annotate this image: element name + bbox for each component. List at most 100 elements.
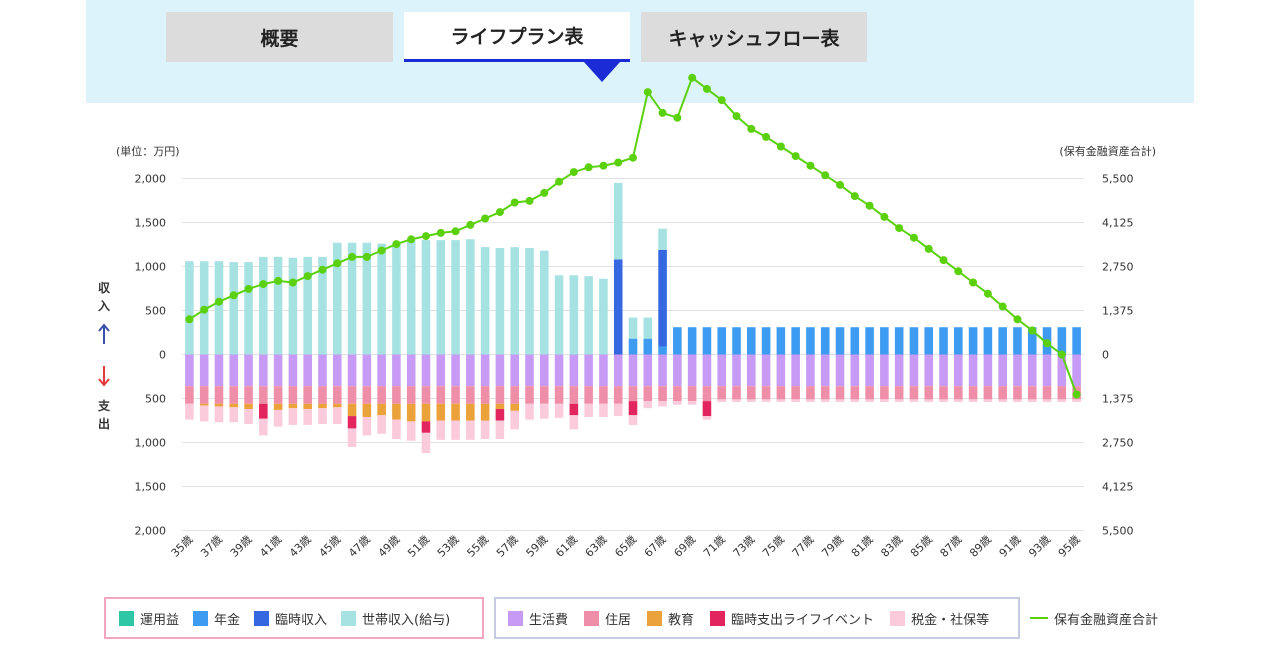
bar-nenkin [687,327,697,355]
asset-point [702,84,711,93]
bar-seikatsu [613,354,623,387]
bar-nenkin [717,327,727,355]
legend-swatch [584,610,600,626]
bar-jukyo [791,386,800,400]
x-tick-label: 39歳 [228,533,255,560]
tab-overview[interactable]: 概要 [166,12,393,62]
bar-jukyo [613,386,623,404]
asset-point [836,180,845,189]
bar-zei [569,415,579,430]
bar-zei [288,408,298,425]
x-tick-label: 89歳 [967,533,994,560]
asset-point [969,278,978,287]
bar-zei [1027,399,1037,403]
asset-point [747,124,756,133]
bar-zei [761,399,771,403]
bar-setai [259,256,268,355]
bar-zei [894,399,904,403]
bar-seikatsu [732,354,741,387]
asset-point [1072,390,1081,399]
bar-zei [451,420,460,440]
bar-jukyo [229,386,239,404]
bar-jukyo [303,386,312,404]
bar-jukyo [820,386,830,400]
bar-zei [421,432,431,454]
y2-axis: 5,500 4,125 2,750 1,375 0 1,375 2,750 4,125 5,50… [1102,173,1134,538]
bar-jukyo [259,386,268,404]
bar-nenkin [628,338,638,355]
bar-seikatsu [998,354,1007,387]
bar-jukyo [968,386,978,400]
bar-jukyo [392,386,401,404]
y2-tick-label: 4,125 [1102,481,1134,494]
y-tick-label: 0 [159,349,166,362]
bar-zei [628,415,638,425]
bar-nenkin [924,327,934,355]
legend-item-rinji_expense: 臨時支出ライフイベント [710,609,874,628]
bar-jukyo [451,386,460,404]
bar-nenkin [880,327,889,355]
bar-seikatsu [303,354,312,387]
bar-setai [392,243,401,355]
asset-point [540,188,549,197]
bar-jukyo [673,386,682,402]
asset-point [495,208,504,217]
legend-swatch [508,610,523,626]
legend-swatch [193,610,209,626]
asset-point [673,113,682,122]
bar-kyouiku [480,403,490,421]
bar-nenkin [658,346,667,355]
bar-rinji_income [658,249,667,347]
y-tick-label: 2,000 [135,173,167,186]
asset-point [880,212,889,221]
bar-nenkin [850,327,860,355]
bar-setai [525,248,534,355]
bar-jukyo [214,386,224,404]
bar-jukyo [347,386,357,404]
bar-jukyo [776,386,786,400]
bar-kyouiku [406,403,416,422]
bar-jukyo [924,386,934,400]
x-tick-label: 73歳 [731,533,758,560]
tab-bar: 概要 ライフプラン表 キャッシュフロー表 [86,0,1194,103]
x-tick-label: 71歳 [701,533,728,560]
arrow-up-icon [98,323,110,344]
bar-jukyo [1027,386,1037,400]
legend-line: 保有金融資産合計 [1030,597,1180,639]
bar-zei [185,403,194,420]
y2-tick-label: 1,375 [1102,393,1134,406]
bar-seikatsu [791,354,800,387]
bar-seikatsu [628,354,638,387]
bar-jukyo [1042,386,1052,400]
tab-cashflow[interactable]: キャッシュフロー表 [641,12,867,62]
svg-text:支: 支 [97,398,111,413]
asset-point [303,272,312,281]
y2-axis-label: (保有金融資産合計) [1059,144,1156,158]
legend-label: 教育 [668,612,695,628]
bar-setai [377,243,386,355]
legend-swatch [647,610,663,626]
bar-setai [480,247,490,355]
asset-point [451,227,460,236]
bar-nenkin [998,327,1007,355]
x-tick-label: 83歳 [878,533,905,560]
asset-line [185,73,1081,399]
legend-swatch [710,610,726,626]
bar-jukyo [983,386,993,400]
asset-point [762,132,771,141]
tab-life-plan[interactable]: ライフプラン表 [404,12,630,62]
bar-setai [332,242,342,355]
asset-point [865,201,874,210]
bar-zei [392,419,401,439]
bar-jukyo [525,386,534,404]
bar-jukyo [865,386,874,400]
bar-kyouiku [199,403,209,406]
asset-point [200,305,209,314]
bar-nenkin [939,327,948,355]
bar-zei [835,399,845,403]
bar-zei [806,399,815,403]
bar-rinji_expense [495,409,505,421]
bar-seikatsu [658,354,667,387]
bar-jukyo [643,386,653,402]
bar-seikatsu [643,354,653,387]
